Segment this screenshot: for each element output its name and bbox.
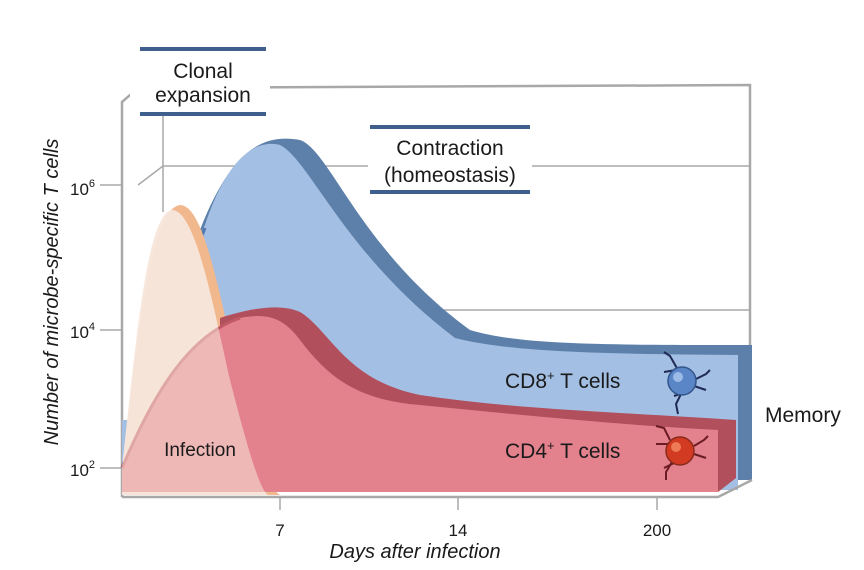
contraction-text-1: Contraction: [396, 137, 503, 160]
x-tick-14: 14: [449, 521, 468, 540]
axis-frame-bottom: [100, 184, 753, 510]
clonal-text-2: expansion: [155, 84, 251, 107]
y-tick-1e4: 104: [70, 321, 95, 342]
clonal-text-1: Clonal: [173, 60, 233, 83]
x-axis-title: Days after infection: [329, 541, 500, 563]
cd4-cell-icon: [655, 425, 709, 480]
memory-label: Memory: [765, 404, 841, 427]
y-tick-1e6: 106: [70, 178, 95, 199]
x-tick-7: 7: [275, 521, 284, 540]
infection-label: Infection: [164, 440, 236, 461]
y-axis-title: Number of microbe-specific T cells: [41, 139, 63, 446]
cd8-label: CD8+ T cells: [505, 368, 620, 393]
cd8-cell-icon: [663, 351, 711, 415]
clonal-expansion-label: Clonal expansion: [130, 47, 270, 116]
contraction-label: Contraction (homeostasis): [368, 125, 532, 194]
y-tick-1e2: 102: [70, 459, 95, 480]
cd4-label: CD4+ T cells: [505, 438, 620, 463]
infection-overlay: [122, 210, 268, 495]
cd4-front-face: [122, 316, 718, 492]
contraction-text-2: (homeostasis): [384, 164, 516, 187]
x-tick-200: 200: [643, 521, 671, 540]
y-tick-labels: 106 104 102: [70, 178, 95, 480]
